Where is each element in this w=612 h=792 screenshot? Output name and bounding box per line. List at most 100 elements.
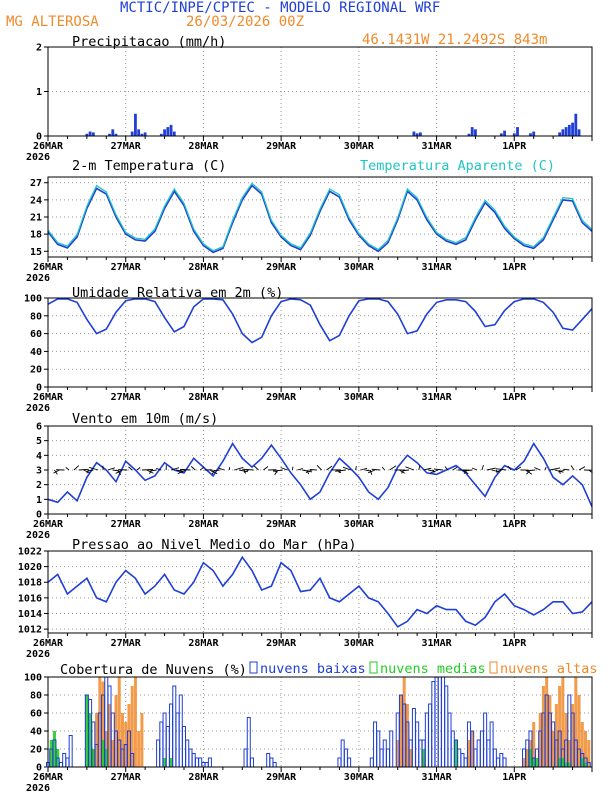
x-tick-label: 27MAR xyxy=(111,392,142,403)
run-date: 26/03/2026 00Z xyxy=(186,14,304,30)
cloud-bar xyxy=(496,757,501,768)
wind-vector xyxy=(355,466,357,471)
plot-frame xyxy=(47,176,593,258)
wind-vector xyxy=(117,469,121,476)
cloud-bar xyxy=(108,704,112,767)
plot-frame xyxy=(47,46,593,137)
y-tick-label: 15 xyxy=(30,247,42,258)
wind-vector xyxy=(141,468,154,471)
x-tick-label: 29MAR xyxy=(266,392,297,403)
cloud-bar xyxy=(396,740,400,767)
cloud-bar xyxy=(172,685,177,768)
cloud-bar xyxy=(405,704,409,767)
cloud-bar xyxy=(402,677,406,767)
x-tick-label: 30MAR xyxy=(344,519,375,530)
cloud-bar xyxy=(269,757,274,768)
y-tick-label: 21 xyxy=(30,213,42,224)
x-tick-label: 26MAR xyxy=(33,141,64,152)
x-tick-label: 27MAR xyxy=(111,141,142,152)
cloud-bar xyxy=(337,757,342,768)
wind-vector xyxy=(367,469,376,474)
cloud-bar xyxy=(88,713,92,767)
cloud-bar xyxy=(409,749,413,767)
cloud-bar xyxy=(198,757,203,768)
cloud-bar xyxy=(411,708,416,768)
wind-vector xyxy=(115,469,123,474)
cloud-bar xyxy=(522,758,526,767)
cloud-bar xyxy=(130,686,134,767)
wind-vector xyxy=(402,469,410,472)
cloud-bar xyxy=(580,722,584,767)
wind-vector xyxy=(507,465,512,471)
x-tick-label: 29MAR xyxy=(266,141,297,152)
cloud-bar xyxy=(473,748,478,768)
cloud-bar xyxy=(347,757,352,768)
y-tick-label: 1012 xyxy=(18,625,42,636)
cloud-bar xyxy=(389,730,394,768)
cloud-bar xyxy=(376,730,381,768)
cloud-bar xyxy=(104,749,108,767)
wind-vector xyxy=(199,466,205,471)
cloud-bar xyxy=(169,758,173,767)
y-tick-label: 1018 xyxy=(18,578,42,589)
cloud-bar xyxy=(535,758,539,767)
cloud-bar xyxy=(58,762,63,768)
precip-bar xyxy=(558,132,562,136)
wind-vector xyxy=(136,467,141,471)
cloud-bar xyxy=(62,753,67,768)
wind-vector xyxy=(73,465,80,471)
x-tick-label: 30MAR xyxy=(344,392,375,403)
precip-bar xyxy=(134,113,137,136)
cloud-bar xyxy=(272,762,277,768)
cloud-bar xyxy=(49,740,53,767)
x-tick-label: 1APR xyxy=(502,638,527,649)
precip-bar xyxy=(108,133,111,136)
cloud-bar xyxy=(428,703,433,768)
precip-bar xyxy=(137,129,141,136)
wind-vector xyxy=(211,469,220,472)
cloud-bar xyxy=(207,757,212,768)
cloud-bar xyxy=(489,721,494,768)
precip-bar xyxy=(140,133,144,136)
cloud-bar xyxy=(343,748,348,768)
x-axis-year: 2026 xyxy=(26,152,50,163)
precip-bar xyxy=(516,127,519,136)
wind-vector xyxy=(481,465,484,471)
cloud-bar xyxy=(52,731,56,767)
x-tick-label: 26MAR xyxy=(33,519,64,530)
x-tick-label: 28MAR xyxy=(188,519,219,530)
wind-vector xyxy=(360,467,368,471)
cloud-bar xyxy=(373,721,378,768)
cloud-bar xyxy=(415,721,420,768)
wind-vector xyxy=(297,468,303,471)
wind-vector xyxy=(526,469,536,472)
wind-vector xyxy=(578,466,586,471)
cloud-bar xyxy=(528,749,532,767)
cloud-bar xyxy=(444,685,449,768)
cloud-bar xyxy=(266,753,271,768)
legend-swatch xyxy=(369,661,378,674)
x-tick-label: 30MAR xyxy=(344,638,375,649)
series-line xyxy=(47,298,593,344)
x-tick-label: 26MAR xyxy=(33,262,64,273)
x-tick-label: 29MAR xyxy=(266,638,297,649)
precip-bar xyxy=(172,131,176,136)
plot-frame xyxy=(47,425,593,515)
wind-vector xyxy=(369,469,373,475)
cloud-bar xyxy=(483,712,488,768)
cloud-bar xyxy=(169,703,174,768)
cloud-bar xyxy=(159,721,164,768)
y-tick-label: 24 xyxy=(30,195,42,206)
cloud-bar xyxy=(204,762,209,768)
cloud-bar xyxy=(577,695,581,767)
wind-vector xyxy=(534,467,541,471)
cloud-bar xyxy=(554,704,558,767)
wind-vector xyxy=(83,469,90,474)
x-tick-label: 27MAR xyxy=(111,262,142,273)
wind-vector xyxy=(128,466,133,471)
precip-bar xyxy=(415,133,419,136)
cloud-bar xyxy=(584,762,588,767)
wind-vector xyxy=(464,469,473,472)
cloud-bar xyxy=(182,726,186,768)
cloud-bar xyxy=(541,686,545,767)
